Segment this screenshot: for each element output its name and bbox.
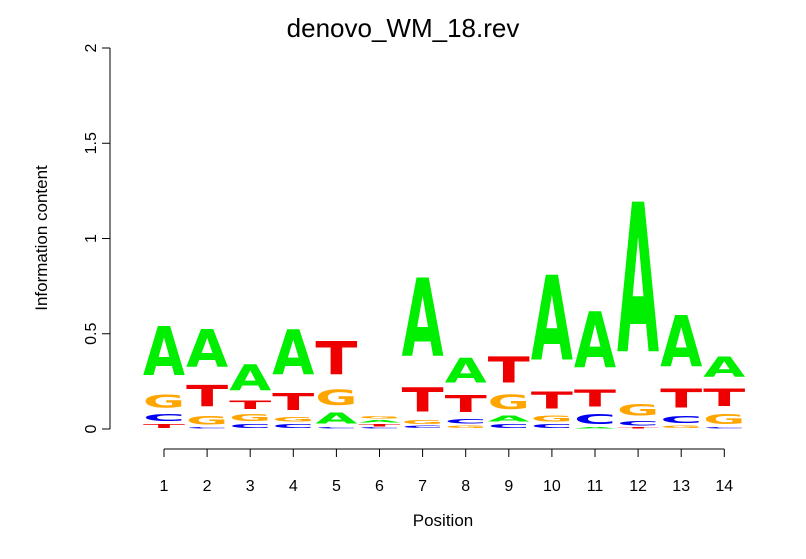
logo-letter-c: C bbox=[531, 423, 573, 429]
logo-letter-a: A bbox=[359, 420, 401, 424]
x-tick-label: 6 bbox=[375, 478, 384, 495]
y-tick-label: 2 bbox=[83, 43, 100, 52]
logo-letter-c: C bbox=[315, 427, 357, 429]
x-tick-label: 4 bbox=[289, 478, 298, 495]
chart-title: denovo_WM_18.rev bbox=[287, 13, 520, 43]
x-axis-label: Position bbox=[413, 511, 473, 530]
x-tick-label: 1 bbox=[160, 478, 169, 495]
logo-letter-g: G bbox=[488, 391, 530, 414]
logo-letter-g: G bbox=[186, 414, 228, 427]
y-axis: 0 0.5 1 1.5 2 bbox=[83, 43, 111, 433]
logo-letter-a: A bbox=[617, 163, 659, 401]
logo-letter-t: T bbox=[531, 387, 573, 414]
logo-letter-c: C bbox=[359, 427, 401, 429]
logo-letter-g: G bbox=[272, 416, 314, 424]
logo-letter-a: A bbox=[315, 410, 357, 427]
logo-letter-c: C bbox=[143, 412, 185, 423]
y-tick-label: 0 bbox=[83, 424, 100, 433]
x-tick-label: 5 bbox=[332, 478, 341, 495]
logo-letter-a: A bbox=[703, 352, 746, 384]
logo-letter-g: G bbox=[617, 401, 659, 420]
y-tick-label: 1 bbox=[83, 234, 100, 243]
logo-letter-t: T bbox=[359, 423, 401, 427]
x-tick-label: 8 bbox=[461, 478, 470, 495]
logo-letter-g: G bbox=[143, 391, 185, 412]
logo-letter-g: G bbox=[359, 416, 401, 420]
x-tick-label: 7 bbox=[418, 478, 427, 495]
logo-letter-t: T bbox=[445, 391, 487, 418]
x-tick-label: 12 bbox=[629, 478, 647, 495]
logo-letter-a: A bbox=[229, 356, 271, 398]
x-tick-label: 14 bbox=[715, 478, 733, 495]
logo-letter-c: C bbox=[402, 425, 444, 429]
logo-letter-t: T bbox=[315, 332, 357, 385]
logo-letter-t: T bbox=[488, 349, 531, 391]
y-tick-label: 1.5 bbox=[83, 132, 100, 154]
logo-letter-t: T bbox=[703, 384, 745, 412]
logo-letter-g: G bbox=[703, 412, 745, 427]
logo-letter-t: T bbox=[229, 399, 271, 412]
logo-letter-c: C bbox=[660, 414, 702, 425]
logo-letter-t: T bbox=[402, 381, 445, 419]
x-tick-label: 10 bbox=[543, 478, 561, 495]
logo-letter-g: G bbox=[315, 386, 357, 410]
logo-letter-t: T bbox=[143, 423, 185, 429]
logo-letter-t: T bbox=[186, 380, 228, 414]
logo-letter-g: G bbox=[445, 425, 487, 429]
logo-letter-c: C bbox=[703, 427, 745, 429]
logo-letter-t: T bbox=[617, 427, 659, 429]
logo-letter-a: A bbox=[272, 317, 314, 389]
x-tick-label: 11 bbox=[587, 478, 604, 495]
logo-letter-g: G bbox=[402, 419, 444, 425]
x-tick-label: 13 bbox=[672, 478, 690, 495]
logo-letter-a: A bbox=[488, 414, 530, 423]
logo-letter-t: T bbox=[660, 384, 702, 414]
logo-letter-a: A bbox=[531, 253, 573, 387]
logo-letter-g: G bbox=[660, 425, 702, 429]
logo-letter-c: C bbox=[617, 419, 659, 427]
logo-letter-c: C bbox=[574, 412, 616, 427]
logo-letter-a: A bbox=[186, 319, 228, 380]
x-tick-label: 9 bbox=[504, 478, 513, 495]
x-tick-label: 3 bbox=[246, 478, 255, 495]
logo-letter-g: G bbox=[229, 412, 271, 423]
logo-letter-c: C bbox=[186, 427, 228, 429]
logo-letter-c: C bbox=[229, 423, 271, 429]
logo-letter-a: A bbox=[143, 315, 185, 392]
y-tick-label: 0.5 bbox=[83, 323, 100, 345]
x-axis: 1 2 3 4 5 6 7 8 9 10 11 12 13 14 bbox=[160, 448, 733, 495]
logo-letter-a: A bbox=[574, 427, 616, 429]
logo-letter-a: A bbox=[445, 351, 487, 391]
logo-letter-c: C bbox=[488, 423, 530, 429]
y-axis-label: Information content bbox=[32, 165, 51, 311]
logo-letter-c: C bbox=[445, 418, 487, 426]
logo-letter-a: A bbox=[660, 302, 702, 384]
logo-letter-c: C bbox=[272, 423, 314, 429]
x-tick-label: 2 bbox=[203, 478, 212, 495]
logo-letter-a: A bbox=[574, 295, 617, 385]
logo-letter-t: T bbox=[574, 385, 616, 412]
logo-letter-t: T bbox=[272, 389, 314, 416]
logo-letter-g: G bbox=[531, 414, 573, 424]
logo-letter-a: A bbox=[402, 257, 444, 382]
logo-letters: TCGACGTACGTACGTACAGTCTAGCGTAGCTACAGTCGTA… bbox=[143, 163, 746, 430]
